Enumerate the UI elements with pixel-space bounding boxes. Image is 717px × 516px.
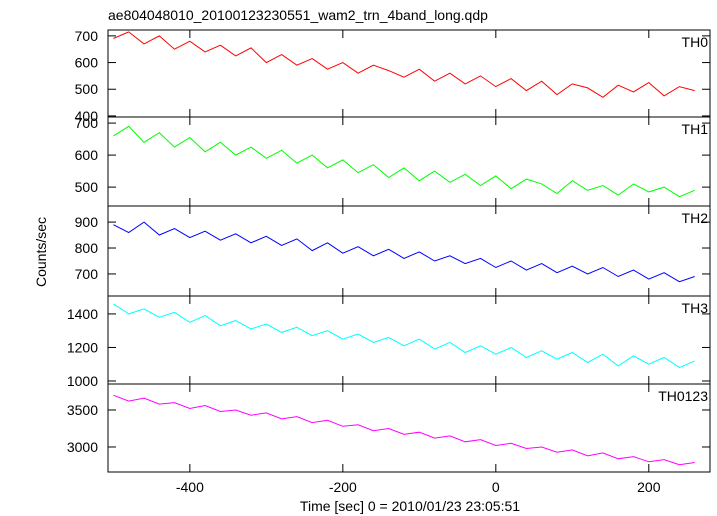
light-curve <box>113 31 695 98</box>
x-tick-label: 0 <box>492 479 500 495</box>
x-tick-label: -400 <box>176 479 204 495</box>
y-tick-label: 500 <box>75 179 99 195</box>
chart-title: ae804048010_20100123230551_wam2_trn_4ban… <box>108 7 488 23</box>
series-label: TH0 <box>682 34 709 50</box>
light-curve <box>113 394 695 466</box>
y-tick-label: 3000 <box>67 439 98 455</box>
y-tick-label: 400 <box>75 108 99 124</box>
panel-frame <box>107 383 711 473</box>
panel-frame <box>107 295 711 385</box>
y-tick-label: 600 <box>75 55 99 71</box>
y-tick-label: 1000 <box>67 373 98 389</box>
light-curve <box>113 303 695 369</box>
y-tick-label: 1400 <box>67 306 98 322</box>
series-label: TH1 <box>682 121 709 137</box>
y-tick-label: 500 <box>75 81 99 97</box>
y-tick-label: 700 <box>75 266 99 282</box>
light-curve <box>113 125 695 198</box>
panel-frame <box>107 205 711 297</box>
y-tick-label: 700 <box>75 115 99 131</box>
y-tick-label: 900 <box>75 214 99 230</box>
panel-frame <box>107 116 711 207</box>
x-tick-label: -200 <box>329 479 357 495</box>
y-tick-label: 700 <box>75 28 99 44</box>
y-axis-label: Counts/sec <box>33 217 49 287</box>
y-tick-label: 1200 <box>67 339 98 355</box>
light-curve <box>113 221 695 283</box>
series-label: TH0123 <box>658 388 708 404</box>
y-tick-label: 800 <box>75 240 99 256</box>
x-axis-label: Time [sec] 0 = 2010/01/23 23:05:51 <box>300 498 520 514</box>
series-label: TH3 <box>682 300 709 316</box>
series-label: TH2 <box>682 210 709 226</box>
y-tick-label: 600 <box>75 147 99 163</box>
panel-frame <box>107 29 711 118</box>
y-tick-label: 3500 <box>67 402 98 418</box>
x-tick-label: 200 <box>637 479 661 495</box>
